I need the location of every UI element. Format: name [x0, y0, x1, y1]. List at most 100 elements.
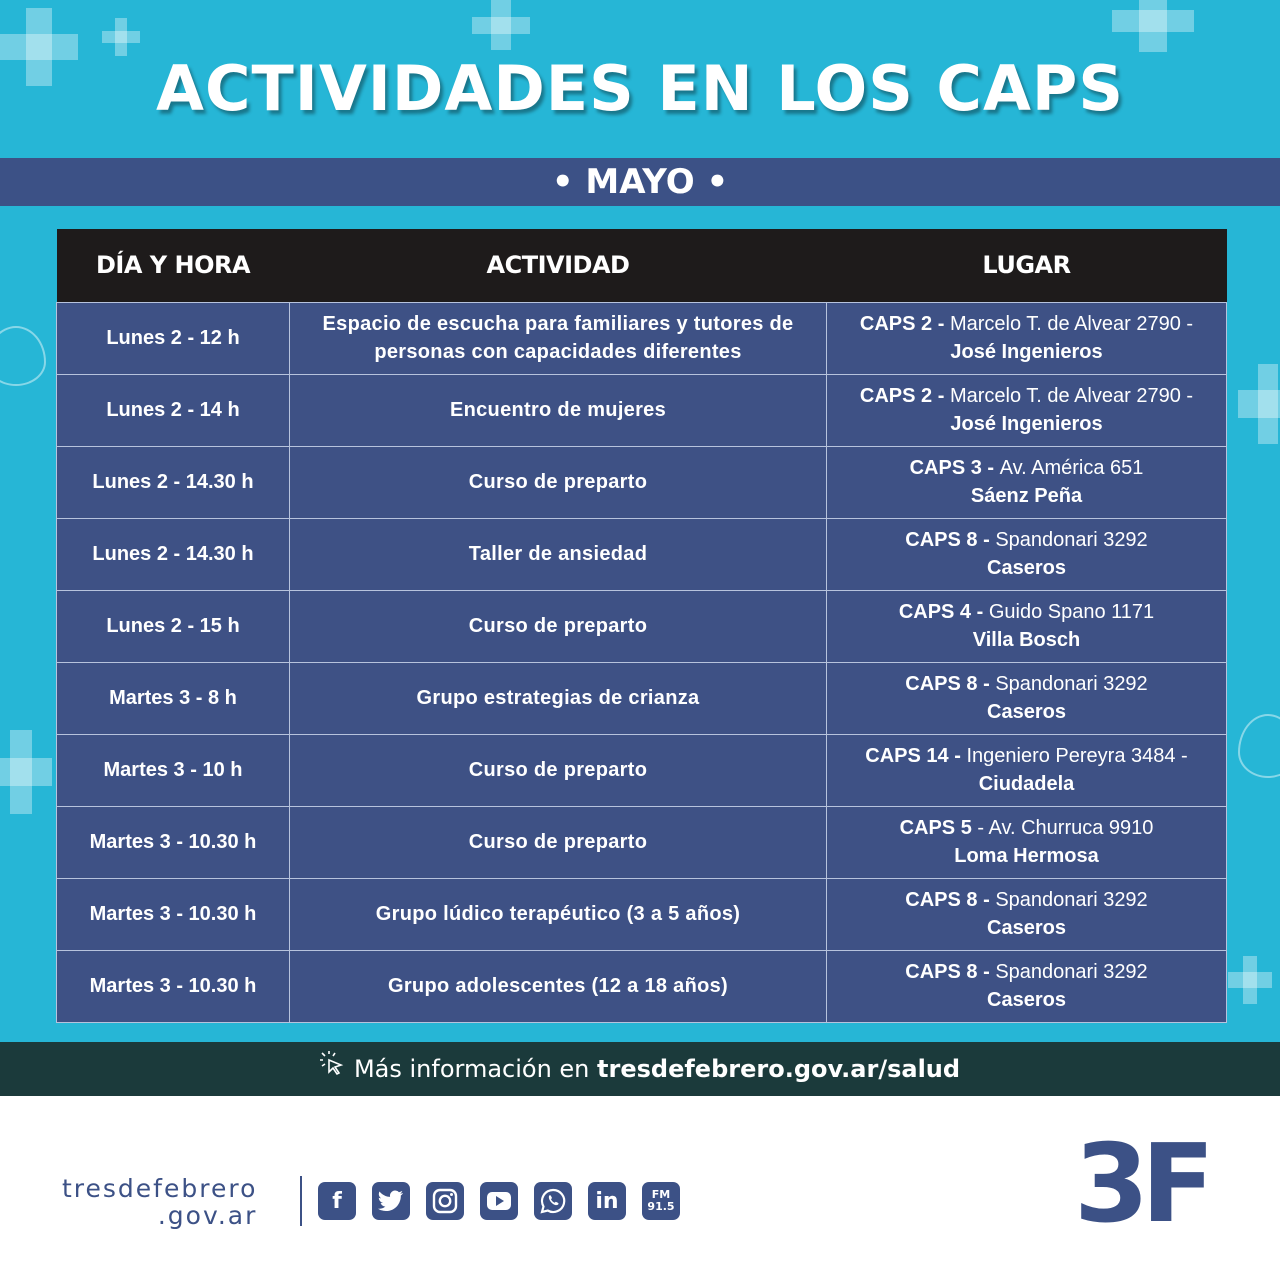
- cell-place: CAPS 2 - Marcelo T. de Alvear 2790 - Jos…: [826, 373, 1227, 447]
- cell-activity: Taller de ansiedad: [289, 517, 827, 591]
- table-row: Lunes 2 - 14.30 h Taller de ansiedad CAPS …: [56, 517, 1227, 591]
- place-name: CAPS 14 -: [865, 745, 967, 767]
- table-row: Lunes 2 - 14.30 h Curso de preparto CAPS 3…: [56, 445, 1227, 519]
- cell-place: CAPS 8 - Spandonari 3292 Caseros: [826, 517, 1227, 591]
- cell-day-time: Martes 3 - 10.30 h: [56, 805, 290, 879]
- cell-activity: Grupo estrategias de crianza: [289, 661, 827, 735]
- table-row: Martes 3 - 8 h Grupo estrategias de crian…: [56, 661, 1227, 735]
- place-locality: Loma Hermosa: [954, 845, 1099, 867]
- heart-icon: [0, 326, 46, 386]
- cell-activity: Curso de preparto: [289, 589, 827, 663]
- place-locality: José Ingenieros: [950, 413, 1103, 435]
- place-name: CAPS 8 -: [905, 529, 996, 551]
- place-address: Av. América 651: [999, 457, 1144, 479]
- cell-place: CAPS 14 - Ingeniero Pereyra 3484 - Ciuda…: [826, 733, 1227, 807]
- facebook-icon[interactable]: f: [318, 1182, 356, 1220]
- plus-icon: [1112, 0, 1194, 52]
- cell-place: CAPS 8 - Spandonari 3292 Caseros: [826, 877, 1227, 951]
- youtube-icon[interactable]: [480, 1182, 518, 1220]
- heart-icon: [1238, 714, 1280, 778]
- place-name: CAPS 2 -: [859, 385, 950, 407]
- place-address: Spandonari 3292: [995, 889, 1148, 911]
- place-name: CAPS 3 -: [909, 457, 1000, 479]
- linkedin-icon[interactable]: in: [588, 1182, 626, 1220]
- more-info-link[interactable]: tresdefebrero.gov.ar/salud: [597, 1055, 961, 1083]
- table-row: Martes 3 - 10 h Curso de preparto CAPS 14 …: [56, 733, 1227, 807]
- place-name: CAPS 4 -: [898, 601, 989, 623]
- place-name: CAPS 2 -: [859, 313, 950, 335]
- cell-day-time: Martes 3 - 8 h: [56, 661, 290, 735]
- cell-day-time: Lunes 2 - 15 h: [56, 589, 290, 663]
- cell-activity: Curso de preparto: [289, 733, 827, 807]
- cell-activity: Grupo lúdico terapéutico (3 a 5 años): [289, 877, 827, 951]
- month-banner: • MAYO •: [0, 158, 1280, 206]
- place-locality: José Ingenieros: [950, 341, 1103, 363]
- place-name: CAPS 8 -: [905, 673, 996, 695]
- cell-activity: Curso de preparto: [289, 805, 827, 879]
- footer-divider: [300, 1176, 302, 1226]
- place-name: CAPS 8 -: [905, 961, 996, 983]
- place-address: Marcelo T. de Alvear 2790 -: [949, 313, 1194, 335]
- site-logo-text[interactable]: tresdefebrero .gov.ar: [62, 1175, 257, 1229]
- cell-activity: Espacio de escucha para familiares y tut…: [289, 301, 827, 375]
- place-address: Guido Spano 1171: [988, 601, 1155, 623]
- cell-activity: Grupo adolescentes (12 a 18 años): [289, 949, 827, 1023]
- cell-day-time: Lunes 2 - 14 h: [56, 373, 290, 447]
- table-header-row: DÍA Y HORA ACTIVIDAD LUGAR: [56, 229, 1227, 302]
- 3f-logo: 3F: [1074, 1122, 1215, 1247]
- site-domain: .gov.ar: [157, 1201, 258, 1230]
- cell-activity: Curso de preparto: [289, 445, 827, 519]
- cell-day-time: Lunes 2 - 14.30 h: [56, 517, 290, 591]
- plus-icon: [0, 730, 52, 814]
- schedule-table: DÍA Y HORA ACTIVIDAD LUGAR Lunes 2 - 12 …: [56, 229, 1227, 1023]
- place-locality: Caseros: [987, 989, 1066, 1011]
- table-row: Martes 3 - 10.30 h Grupo lúdico terapéuti…: [56, 877, 1227, 951]
- more-info-text: Más información en: [353, 1055, 598, 1083]
- cell-place: CAPS 8 - Spandonari 3292 Caseros: [826, 661, 1227, 735]
- twitter-icon[interactable]: [372, 1182, 410, 1220]
- cell-place: CAPS 8 - Spandonari 3292 Caseros: [826, 949, 1227, 1023]
- site-name: tresdefebrero: [62, 1174, 258, 1203]
- column-header-place: LUGAR: [826, 229, 1227, 302]
- place-locality: Caseros: [987, 557, 1066, 579]
- place-locality: Caseros: [987, 701, 1066, 723]
- cell-place: CAPS 2 - Marcelo T. de Alvear 2790 - Jos…: [826, 301, 1227, 375]
- cell-day-time: Martes 3 - 10.30 h: [56, 877, 290, 951]
- instagram-icon[interactable]: [426, 1182, 464, 1220]
- table-row: Lunes 2 - 15 h Curso de preparto CAPS 4 - …: [56, 589, 1227, 663]
- place-address: Spandonari 3292: [995, 673, 1148, 695]
- page-title: ACTIVIDADES EN LOS CAPS: [155, 52, 1125, 125]
- radio-fm-label: FM: [651, 1188, 671, 1201]
- social-icons: f in FM 91.5: [318, 1182, 680, 1220]
- place-name: CAPS 5: [899, 817, 972, 839]
- plus-icon: [0, 8, 78, 86]
- table-row: Martes 3 - 10.30 h Curso de preparto CAPS …: [56, 805, 1227, 879]
- cell-place: CAPS 3 - Av. América 651 Sáenz Peña: [826, 445, 1227, 519]
- place-address: Marcelo T. de Alvear 2790 -: [949, 385, 1194, 407]
- column-header-activity: ACTIVIDAD: [289, 229, 827, 302]
- cell-day-time: Lunes 2 - 12 h: [56, 301, 290, 375]
- cell-activity: Encuentro de mujeres: [289, 373, 827, 447]
- place-locality: Villa Bosch: [972, 629, 1081, 651]
- cell-day-time: Lunes 2 - 14.30 h: [56, 445, 290, 519]
- place-address: Spandonari 3292: [995, 529, 1148, 551]
- radio-fm-frequency: 91.5: [647, 1200, 675, 1213]
- cell-day-time: Martes 3 - 10 h: [56, 733, 290, 807]
- plus-icon: [472, 0, 530, 50]
- place-locality: Ciudadela: [978, 773, 1075, 795]
- column-header-day-time: DÍA Y HORA: [56, 229, 290, 302]
- cell-place: CAPS 4 - Guido Spano 1171 Villa Bosch: [826, 589, 1227, 663]
- plus-icon: [1238, 364, 1280, 444]
- radio-fm-icon[interactable]: FM 91.5: [642, 1182, 680, 1220]
- plus-icon: [102, 18, 140, 56]
- place-address: Spandonari 3292: [995, 961, 1148, 983]
- place-locality: Sáenz Peña: [970, 485, 1083, 507]
- poster-background: ACTIVIDADES EN LOS CAPS • MAYO • DÍA Y H…: [0, 0, 1280, 1042]
- whatsapp-icon[interactable]: [534, 1182, 572, 1220]
- cell-day-time: Martes 3 - 10.30 h: [56, 949, 290, 1023]
- plus-icon: [1228, 956, 1272, 1004]
- more-info-bar: Más información en tresdefebrero.gov.ar/…: [0, 1042, 1280, 1096]
- place-address: Ingeniero Pereyra 3484 -: [966, 745, 1188, 767]
- place-name: CAPS 8 -: [905, 889, 996, 911]
- table-body: Lunes 2 - 12 h Espacio de escucha para fa…: [56, 301, 1227, 1023]
